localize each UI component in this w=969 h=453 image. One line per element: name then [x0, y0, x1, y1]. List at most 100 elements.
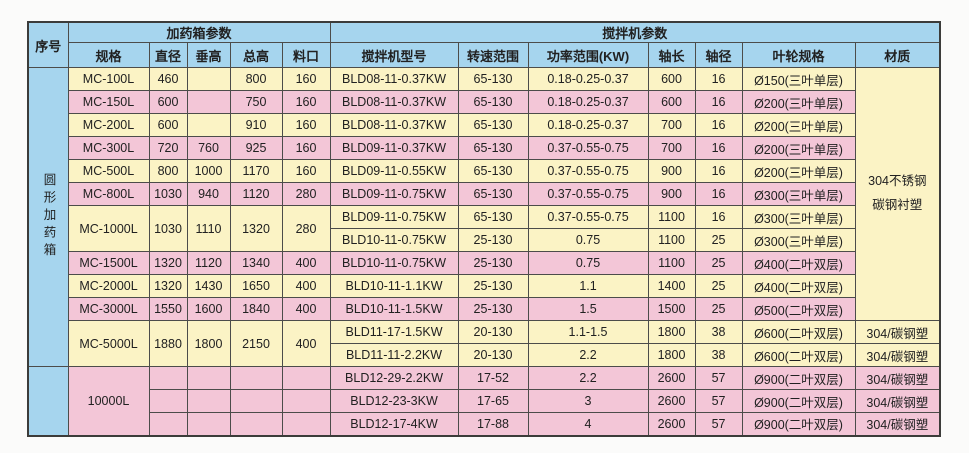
- cell-mixer-model: BLD11-17-1.5KW: [329, 320, 459, 344]
- cell-power-range: 2.2: [527, 343, 649, 367]
- cell-shaft-length: 600: [647, 67, 696, 91]
- cell-spec: MC-150L: [67, 90, 150, 114]
- header-feed-port: 料口: [281, 42, 331, 68]
- cell-material: 304/碳钢塑: [854, 366, 941, 390]
- table-row: MC-3000L 1550 1600 1840 400 BLD10-11-1.5…: [28, 297, 940, 321]
- cell-power-range: 2.2: [527, 366, 649, 390]
- cell-mixer-model: BLD10-11-0.75KW: [329, 228, 459, 252]
- serial-group-cell: 圆形加药箱: [27, 67, 69, 367]
- cell-total-height: [229, 389, 283, 413]
- cell-shaft-length: 1400: [647, 274, 696, 298]
- cell-material-merged: 304不锈钢 碳钢衬塑: [854, 67, 941, 321]
- cell-shaft-diameter: 25: [694, 274, 743, 298]
- cell-diameter: [148, 412, 188, 436]
- cell-shaft-length: 1800: [647, 343, 696, 367]
- cell-shaft-length: 900: [647, 182, 696, 206]
- cell-vertical-height: [186, 412, 231, 436]
- table-row: MC-200L 600 910 160 BLD08-11-0.37KW 65-1…: [28, 113, 940, 137]
- cell-mixer-model: BLD10-11-1.1KW: [329, 274, 459, 298]
- cell-feed-port: 280: [281, 205, 331, 252]
- header-speed-range: 转速范围: [457, 42, 529, 68]
- cell-spec: MC-300L: [67, 136, 150, 160]
- cell-diameter: 720: [148, 136, 188, 160]
- cell-spec: MC-200L: [67, 113, 150, 137]
- material-line2: 碳钢衬塑: [872, 198, 923, 212]
- cell-shaft-length: 2600: [647, 366, 696, 390]
- cell-spec: MC-5000L: [67, 320, 150, 367]
- table-row: MC-1500L 1320 1120 1340 400 BLD10-11-0.7…: [28, 251, 940, 275]
- cell-spec: MC-1000L: [67, 205, 150, 252]
- cell-total-height: 1170: [229, 159, 283, 183]
- table-row: MC-150L 600 750 160 BLD08-11-0.37KW 65-1…: [28, 90, 940, 114]
- cell-spec: MC-800L: [67, 182, 150, 206]
- header-impeller-spec: 叶轮规格: [741, 42, 856, 68]
- cell-vertical-height: 1430: [186, 274, 231, 298]
- header-mixer-model: 搅拌机型号: [329, 42, 459, 68]
- cell-mixer-model: BLD08-11-0.37KW: [329, 113, 459, 137]
- cell-impeller: Ø600(二叶双层): [741, 320, 856, 344]
- cell-vertical-height: [186, 366, 231, 390]
- cell-diameter: 1030: [148, 182, 188, 206]
- cell-total-height: 910: [229, 113, 283, 137]
- header-group-dosing-box: 加药箱参数: [67, 21, 331, 43]
- cell-speed-range: 25-130: [457, 297, 529, 321]
- cell-diameter: 800: [148, 159, 188, 183]
- cell-vertical-height: 760: [186, 136, 231, 160]
- cell-feed-port: 160: [281, 136, 331, 160]
- cell-feed-port: [281, 412, 331, 436]
- cell-mixer-model: BLD08-11-0.37KW: [329, 90, 459, 114]
- cell-shaft-length: 700: [647, 113, 696, 137]
- cell-mixer-model: BLD11-11-2.2KW: [329, 343, 459, 367]
- cell-mixer-model: BLD08-11-0.37KW: [329, 67, 459, 91]
- cell-diameter: 460: [148, 67, 188, 91]
- cell-feed-port: 400: [281, 251, 331, 275]
- cell-total-height: [229, 366, 283, 390]
- cell-diameter: [148, 366, 188, 390]
- table-row: BLD12-23-3KW 17-65 3 2600 57 Ø900(二叶双层) …: [28, 389, 941, 413]
- cell-vertical-height: [186, 67, 231, 91]
- cell-shaft-length: 1100: [647, 228, 696, 252]
- cell-power-range: 0.18-0.25-0.37: [527, 67, 649, 91]
- cell-feed-port: 280: [281, 182, 331, 206]
- cell-total-height: 2150: [229, 320, 283, 367]
- table-row: MC-500L 800 1000 1170 160 BLD09-11-0.55K…: [28, 159, 940, 183]
- header-power-range: 功率范围(KW): [527, 42, 649, 68]
- cell-power-range: 1.1-1.5: [527, 320, 649, 344]
- header-diameter: 直径: [148, 42, 188, 68]
- cell-material: 304/碳钢塑: [854, 320, 941, 344]
- cell-vertical-height: [186, 90, 231, 114]
- cell-total-height: 1120: [229, 182, 283, 206]
- cell-shaft-diameter: 57: [694, 412, 743, 436]
- cell-spec: MC-100L: [67, 67, 150, 91]
- cell-power-range: 0.37-0.55-0.75: [527, 182, 649, 206]
- cell-shaft-diameter: 16: [694, 159, 743, 183]
- cell-vertical-height: [186, 113, 231, 137]
- cell-speed-range: 65-130: [457, 159, 529, 183]
- cell-material: 304/碳钢塑: [854, 343, 941, 367]
- cell-impeller: Ø600(二叶双层): [741, 343, 856, 367]
- cell-impeller: Ø400(二叶双层): [741, 274, 856, 298]
- cell-power-range: 1.1: [527, 274, 649, 298]
- cell-power-range: 4: [527, 412, 649, 436]
- cell-mixer-model: BLD09-11-0.55KW: [329, 159, 459, 183]
- cell-feed-port: 400: [281, 297, 331, 321]
- cell-shaft-length: 700: [647, 136, 696, 160]
- cell-feed-port: 160: [281, 113, 331, 137]
- cell-vertical-height: 1120: [186, 251, 231, 275]
- cell-impeller: Ø200(三叶单层): [741, 136, 856, 160]
- cell-total-height: [229, 412, 283, 436]
- table-row: MC-2000L 1320 1430 1650 400 BLD10-11-1.1…: [28, 274, 940, 298]
- cell-power-range: 0.37-0.55-0.75: [527, 205, 649, 229]
- cell-mixer-model: BLD12-29-2.2KW: [329, 366, 459, 390]
- cell-impeller: Ø900(二叶双层): [741, 389, 856, 413]
- cell-vertical-height: 940: [186, 182, 231, 206]
- cell-shaft-length: 1800: [647, 320, 696, 344]
- table-row: 10000L BLD12-29-2.2KW 17-52 2.2 2600 57 …: [27, 366, 941, 436]
- cell-shaft-diameter: 57: [694, 389, 743, 413]
- cell-total-height: 1650: [229, 274, 283, 298]
- cell-shaft-diameter: 25: [694, 228, 743, 252]
- header-spec: 规格: [67, 42, 150, 68]
- cell-total-height: 1320: [229, 205, 283, 252]
- header-group-mixer: 搅拌机参数: [329, 21, 941, 43]
